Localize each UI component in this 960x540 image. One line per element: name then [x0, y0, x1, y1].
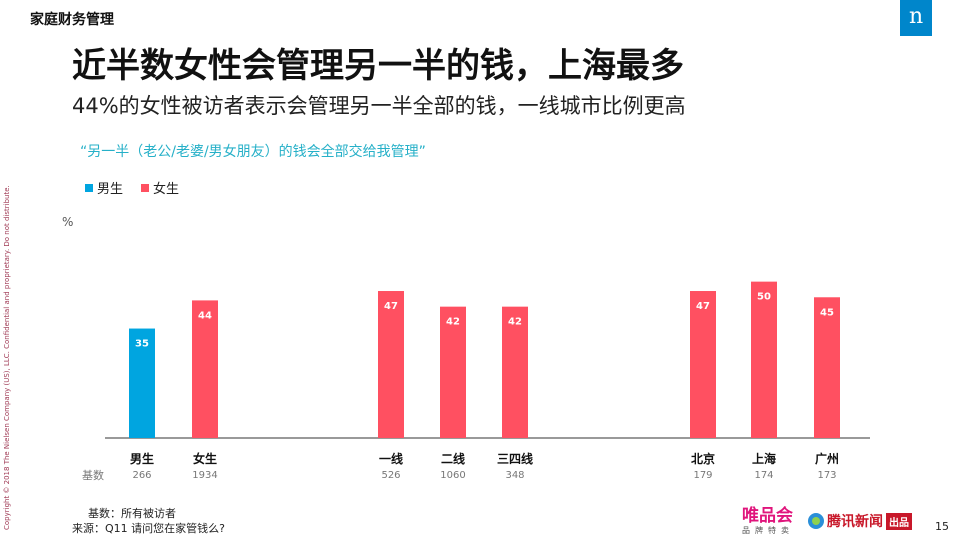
legend-label-female: 女生	[153, 182, 180, 197]
data-label-6: 47	[696, 301, 710, 312]
bar-3	[378, 291, 404, 438]
base-row-label: 基数	[82, 469, 104, 482]
category-label-8: 广州	[815, 451, 839, 466]
data-label-1: 35	[135, 339, 149, 350]
legend-item-male: 男生	[85, 178, 123, 197]
bar-5	[502, 306, 528, 438]
data-label-8: 45	[820, 307, 834, 318]
footnote-base: 基数：所有被访者	[88, 507, 176, 520]
footnote-source: 来源：Q11 请问您在家管钱么?	[72, 522, 225, 535]
y-unit-label: %	[62, 215, 74, 229]
base-count-3: 526	[381, 470, 400, 481]
tencent-logo-text: 腾讯新闻	[827, 514, 883, 530]
nielsen-logo: n	[900, 0, 932, 36]
data-label-2: 44	[198, 310, 212, 321]
data-label-7: 50	[757, 292, 771, 303]
bar-1	[129, 328, 155, 438]
data-label-4: 42	[446, 317, 460, 328]
survey-question: “另一半（老公/老婆/男女朋友）的钱会全部交给我管理”	[80, 144, 426, 160]
base-count-8: 173	[817, 470, 836, 481]
category-label-2: 女生	[193, 451, 217, 466]
data-label-3: 47	[384, 301, 398, 312]
vip-logo-text: 唯品会	[742, 506, 793, 526]
legend-item-female: 女生	[141, 178, 179, 197]
legend-swatch-female	[141, 183, 150, 192]
base-count-1: 266	[132, 470, 151, 481]
legend-swatch-male	[85, 183, 93, 192]
page-subtitle: 44%的女性被访者表示会管理另一半全部的钱，一线城市比例更高	[72, 94, 686, 118]
category-label-1: 男生	[130, 451, 154, 466]
tencent-news-logo: 腾讯新闻 出品	[808, 511, 912, 531]
base-count-4: 1060	[440, 470, 465, 481]
category-label-5: 三四线	[497, 451, 533, 466]
chart-legend: 男生 女生	[85, 178, 179, 197]
bar-7	[751, 281, 777, 438]
bar-4	[440, 306, 466, 438]
bar-6	[690, 291, 716, 438]
bar-2	[192, 300, 218, 438]
category-label-7: 上海	[752, 451, 776, 466]
base-count-5: 348	[505, 470, 524, 481]
nielsen-logo-text: n	[909, 4, 924, 29]
category-label-3: 一线	[379, 451, 403, 466]
legend-label-male: 男生	[97, 182, 124, 197]
base-count-2: 1934	[192, 470, 217, 481]
tencent-logo-tag: 出品	[886, 512, 912, 530]
vip-logo: 唯品会 品牌特卖	[742, 508, 794, 536]
section-label: 家庭财务管理	[30, 12, 114, 28]
header-band	[0, 0, 960, 33]
page-number: 15	[935, 520, 949, 533]
bar-8	[814, 297, 840, 438]
category-label-6: 北京	[691, 451, 715, 466]
vip-logo-subtext: 品牌特卖	[742, 526, 794, 535]
base-count-7: 174	[754, 470, 773, 481]
page-title: 近半数女性会管理另一半的钱，上海最多	[72, 46, 684, 86]
base-count-6: 179	[693, 470, 712, 481]
tencent-logo-icon	[808, 513, 824, 529]
category-label-4: 二线	[441, 451, 465, 466]
copyright-notice: Copyright © 2018 The Nielsen Company (US…	[3, 185, 11, 530]
data-label-5: 42	[508, 317, 522, 328]
